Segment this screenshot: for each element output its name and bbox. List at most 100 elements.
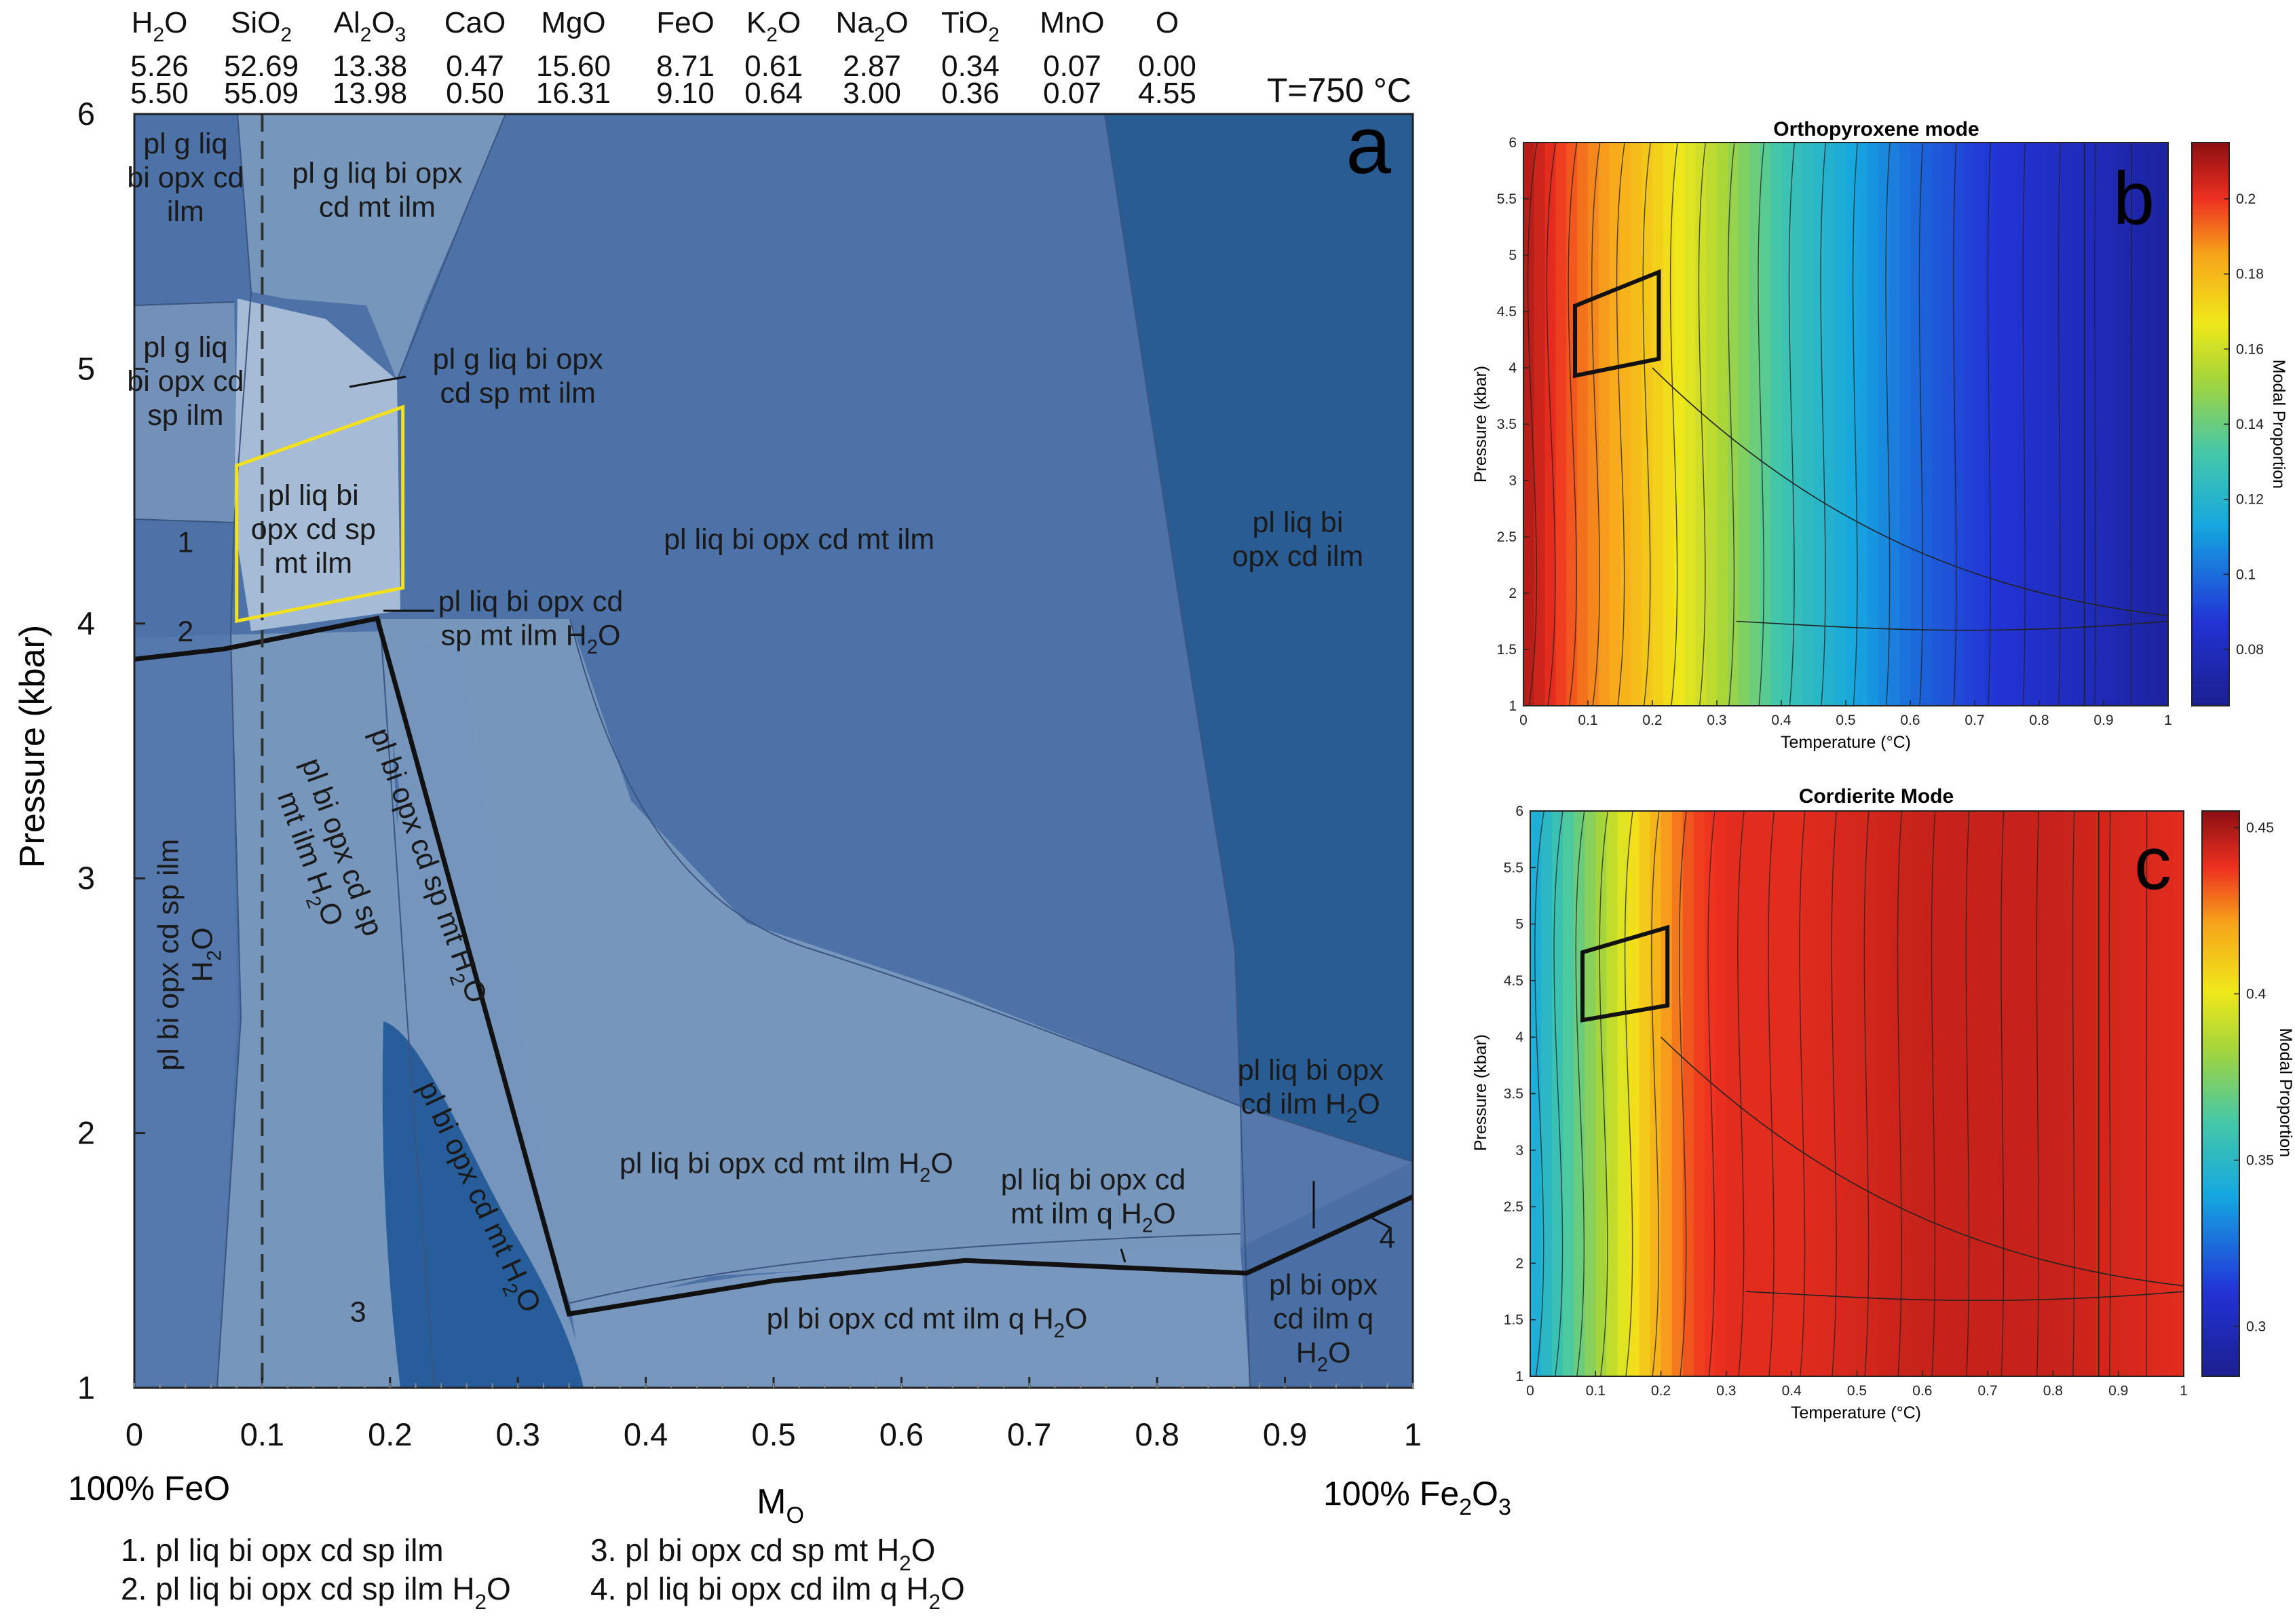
heatmap-cell: [1541, 811, 1553, 1376]
tick-label: 3: [1515, 1143, 1523, 1158]
heatmap-cell: [1609, 143, 1621, 706]
panel-c: Cordierite Mode c 0 0.1 0.2 0.3 0.4 0.5 0.6 0.7…: [1471, 785, 2295, 1422]
heatmap-cell: [1639, 811, 1651, 1376]
oxide-value-row2: 3.00: [843, 77, 901, 110]
panel-b-x-ticks: 0 0.1 0.2 0.3 0.4 0.5 0.6 0.7 0.8 0.9 1: [1519, 700, 2172, 728]
numbered-field-label: 4: [1379, 1222, 1395, 1255]
oxide-name: O: [1156, 6, 1179, 39]
heatmap-cell: [2020, 811, 2032, 1376]
tick-label: 1: [2180, 1383, 2188, 1399]
oxide-value-row1: 0.47: [446, 50, 504, 83]
tick-label: 1.5: [1497, 642, 1517, 658]
heatmap-cell: [1585, 811, 1597, 1376]
heatmap-cell: [1760, 143, 1772, 706]
tick-label: 0.8: [2029, 713, 2049, 728]
svg-text:ilm: ilm: [167, 195, 204, 228]
heatmap-cell: [2031, 811, 2043, 1376]
svg-text:pl bi opx: pl bi opx: [1269, 1269, 1378, 1302]
panel-b-y-ticks: 1 1.5 2 2.5 3 3.5 4 4.5 5 5.5 6: [1497, 135, 1529, 714]
oxide-name: K2O: [746, 6, 801, 46]
tick-label: 1.5: [1504, 1313, 1523, 1328]
oxide-value-row1: 0.00: [1138, 50, 1196, 83]
numbered-field-labels: 1 2 3 4: [177, 527, 1395, 1329]
heatmap-cell: [1964, 143, 1975, 706]
x-tick-label: 0.5: [751, 1416, 795, 1452]
svg-text:pl liq bi: pl liq bi: [268, 479, 359, 512]
heatmap-cell: [1738, 143, 1750, 706]
heatmap-cell: [2085, 811, 2098, 1376]
x-tick-label: 0.2: [368, 1416, 412, 1452]
colorbar-tick-label: 0.45: [2246, 820, 2274, 836]
tick-label: 0.1: [1586, 1383, 1606, 1399]
oxide-value-row1: 8.71: [656, 50, 715, 83]
heatmap-cell: [2129, 811, 2141, 1376]
tick-label: 0.2: [1651, 1383, 1671, 1399]
heatmap-cell: [1802, 143, 1815, 706]
composition-header: H2O SiO2 Al2O3 CaO MgO FeO K2O Na2O TiO2 MnO O 5.2…: [130, 6, 1411, 110]
svg-text:pl bi opx cd sp ilm: pl bi opx cd sp ilm: [152, 839, 185, 1071]
heatmap-cell: [1998, 811, 2011, 1376]
heatmap-cell: [1534, 143, 1546, 706]
tick-label: 3.5: [1504, 1087, 1523, 1102]
heatmap-cell: [1791, 811, 1804, 1376]
heatmap-cell: [1717, 143, 1728, 706]
heatmap-cell: [1878, 143, 1890, 706]
tick-label: 0.6: [1900, 713, 1920, 728]
heatmap-cell: [1631, 143, 1643, 706]
x-tick-label: 0.3: [496, 1416, 540, 1452]
x-tick-label: 0.7: [1007, 1416, 1051, 1452]
phase-field-label: pl liq bi opx cd mt ilm: [664, 523, 934, 556]
svg-text:pl g liq bi opx: pl g liq bi opx: [433, 343, 604, 376]
heatmap-cell: [1942, 143, 1954, 706]
heatmap-cell: [1673, 143, 1686, 706]
heatmap-cell: [1530, 811, 1542, 1376]
heatmap-cell: [1900, 811, 1912, 1376]
colorbar-tick-label: 0.4: [2246, 987, 2266, 1002]
heatmap-cell: [1628, 811, 1640, 1376]
heatmap-cell: [2118, 811, 2130, 1376]
heatmap-cell: [1911, 811, 1923, 1376]
heatmap-cell: [1671, 811, 1684, 1376]
colorbar-tick-label: 0.3: [2246, 1319, 2266, 1335]
heatmap-cell: [1954, 811, 1967, 1376]
panel-c-colorbar-ticks: 0.3 0.35 0.4 0.45: [2234, 820, 2274, 1335]
svg-text:opx cd sp: opx cd sp: [251, 513, 376, 546]
tick-label: 0.9: [2093, 713, 2113, 728]
phase-field-label: pl bi opx cd mt ilm q H2O: [767, 1303, 1088, 1342]
heatmap-cell: [1695, 143, 1707, 706]
tick-label: 1: [1509, 698, 1517, 714]
tick-label: 0.7: [1965, 713, 1984, 728]
heatmap-cell: [1748, 811, 1760, 1376]
heatmap-cell: [1598, 143, 1610, 706]
heatmap-cell: [1749, 143, 1761, 706]
oxide-name: Al2O3: [334, 6, 406, 46]
heatmap-cell: [1824, 143, 1836, 706]
panel-b: Orthopyroxene mode b 0 0.1 0.2 0.3 0.4 0.5 0.6…: [1471, 118, 2288, 752]
x-tick-label: 1: [1404, 1416, 1422, 1452]
tick-label: 0.5: [1847, 1383, 1867, 1399]
heatmap-cell: [1715, 811, 1727, 1376]
oxide-value-row2: 9.10: [656, 77, 715, 110]
heatmap-cell: [2009, 811, 2022, 1376]
heatmap-cell: [2053, 811, 2065, 1376]
colorbar-tick-label: 0.18: [2236, 267, 2264, 282]
leader-lines: [349, 375, 1392, 1263]
oxide-value-row1: 5.26: [130, 50, 189, 83]
oxide-name: H2O: [132, 6, 188, 46]
highlight-polygon: [235, 404, 405, 624]
heatmap-cell: [2060, 143, 2072, 706]
y-tick-label: 6: [77, 96, 95, 132]
tick-label: 0: [1519, 713, 1528, 728]
heatmap-cell: [1988, 811, 2000, 1376]
heatmap-cell: [1977, 811, 1989, 1376]
tick-label: 0.3: [1716, 1383, 1736, 1399]
heatmap-cell: [1910, 143, 1922, 706]
y-tick-label: 4: [77, 605, 95, 641]
